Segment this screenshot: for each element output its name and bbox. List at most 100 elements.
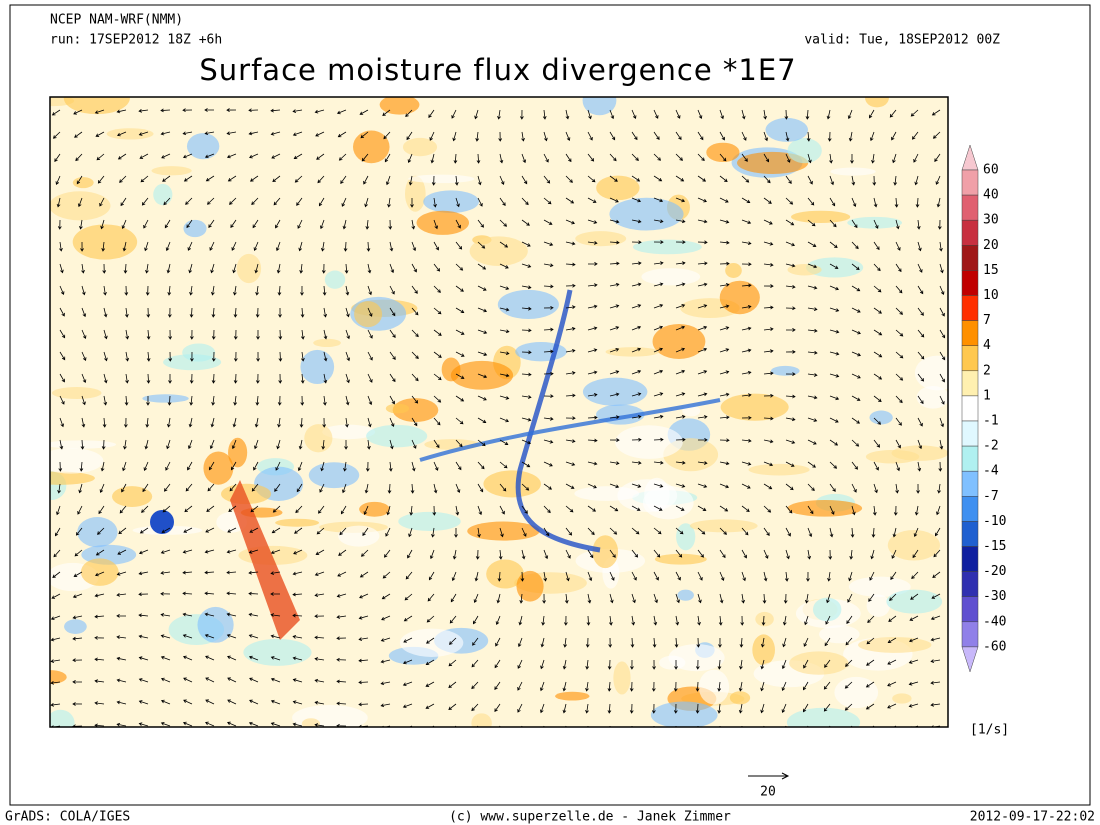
wind-vector	[211, 285, 215, 296]
colorbar-segment	[961, 194, 979, 221]
wind-vector	[407, 153, 413, 164]
wind-vector	[631, 437, 642, 442]
wind-vector	[211, 329, 216, 340]
wind-vector	[807, 439, 817, 445]
wind-vector	[499, 373, 510, 378]
wind-vector	[675, 131, 682, 141]
wind-vector	[916, 483, 920, 494]
wind-vector	[455, 307, 465, 314]
wind-vector	[227, 655, 237, 661]
wind-vector	[256, 351, 260, 362]
wind-vector	[94, 657, 105, 662]
wind-vector	[94, 701, 105, 706]
wind-vector	[59, 351, 66, 361]
wind-vector	[322, 417, 327, 428]
wind-vector	[81, 373, 87, 384]
wind-vector	[142, 483, 149, 493]
field-blob	[652, 323, 706, 359]
colorbar-segment	[961, 546, 979, 572]
colorbar-segment	[961, 521, 979, 547]
wind-vector	[824, 659, 831, 668]
wind-vector	[336, 701, 347, 706]
wind-vector	[609, 153, 617, 162]
wind-vector	[585, 681, 589, 692]
wind-vector	[162, 505, 171, 513]
wind-vector	[695, 703, 700, 714]
wind-vector	[367, 329, 373, 339]
wind-vector	[270, 571, 281, 575]
wind-vector	[205, 699, 215, 705]
wind-vector	[226, 153, 237, 159]
wind-vector	[651, 681, 656, 692]
wind-vector	[718, 637, 722, 648]
wind-vector	[782, 615, 787, 626]
wind-vector	[367, 417, 372, 428]
wind-vector	[253, 461, 259, 471]
wind-vector	[314, 109, 325, 114]
field-blob	[847, 216, 903, 229]
wind-vector	[719, 392, 730, 397]
wind-vector	[763, 175, 771, 184]
wind-vector	[807, 219, 816, 227]
wind-vector	[806, 571, 810, 582]
wind-vector	[102, 417, 107, 428]
wind-vector	[829, 197, 836, 207]
wind-vector	[631, 347, 642, 353]
wind-vector	[499, 505, 505, 515]
wind-vector	[116, 722, 127, 727]
wind-vector	[314, 700, 325, 705]
wind-vector	[521, 439, 532, 445]
wind-vector	[653, 615, 658, 626]
wind-vector	[433, 197, 437, 208]
wind-vector	[103, 285, 107, 296]
wind-vector	[103, 307, 108, 318]
wind-vector	[405, 571, 413, 580]
wind-vector	[141, 197, 149, 206]
wind-vector	[675, 261, 686, 266]
wind-vector	[587, 326, 598, 331]
wind-vector	[763, 416, 774, 421]
field-blob	[886, 589, 943, 614]
wind-vector	[425, 703, 435, 709]
wind-vector	[631, 109, 637, 119]
wind-vector	[675, 325, 686, 331]
wind-vector	[741, 461, 752, 466]
wind-vector	[205, 175, 215, 182]
wind-vector	[587, 283, 598, 288]
wind-vector	[608, 637, 613, 648]
wind-vector	[72, 680, 83, 684]
wind-vector	[277, 417, 281, 428]
wind-vector	[455, 461, 462, 471]
wind-vector	[494, 681, 501, 691]
wind-vector	[432, 505, 437, 516]
wind-vector	[51, 593, 61, 599]
wind-vector	[866, 637, 875, 645]
wind-vector	[829, 527, 834, 538]
wind-vector	[697, 392, 708, 397]
wind-vector	[607, 703, 612, 714]
wind-vector	[543, 439, 554, 444]
wind-vector	[565, 262, 576, 267]
wind-vector	[893, 175, 898, 186]
wind-vector	[845, 659, 853, 667]
colorbar-label: -15	[983, 539, 1006, 554]
wind-vector	[160, 634, 171, 639]
wind-vector	[873, 373, 883, 380]
wind-vector	[248, 634, 259, 639]
field-blob	[752, 634, 775, 666]
field-blob	[869, 410, 893, 425]
wind-vector	[543, 219, 553, 225]
wind-vector	[455, 505, 460, 516]
wind-vector	[609, 415, 620, 420]
colorbar-label: -2	[983, 439, 999, 454]
wind-vector	[231, 439, 237, 450]
wind-vector	[697, 219, 708, 224]
wind-vector	[270, 699, 281, 705]
wind-vector	[565, 393, 576, 398]
wind-vector	[339, 527, 347, 536]
wind-vector	[448, 703, 457, 711]
wind-vector	[653, 197, 664, 203]
wind-vector	[204, 591, 215, 596]
wind-vector	[272, 505, 281, 513]
wind-vector	[653, 325, 664, 331]
